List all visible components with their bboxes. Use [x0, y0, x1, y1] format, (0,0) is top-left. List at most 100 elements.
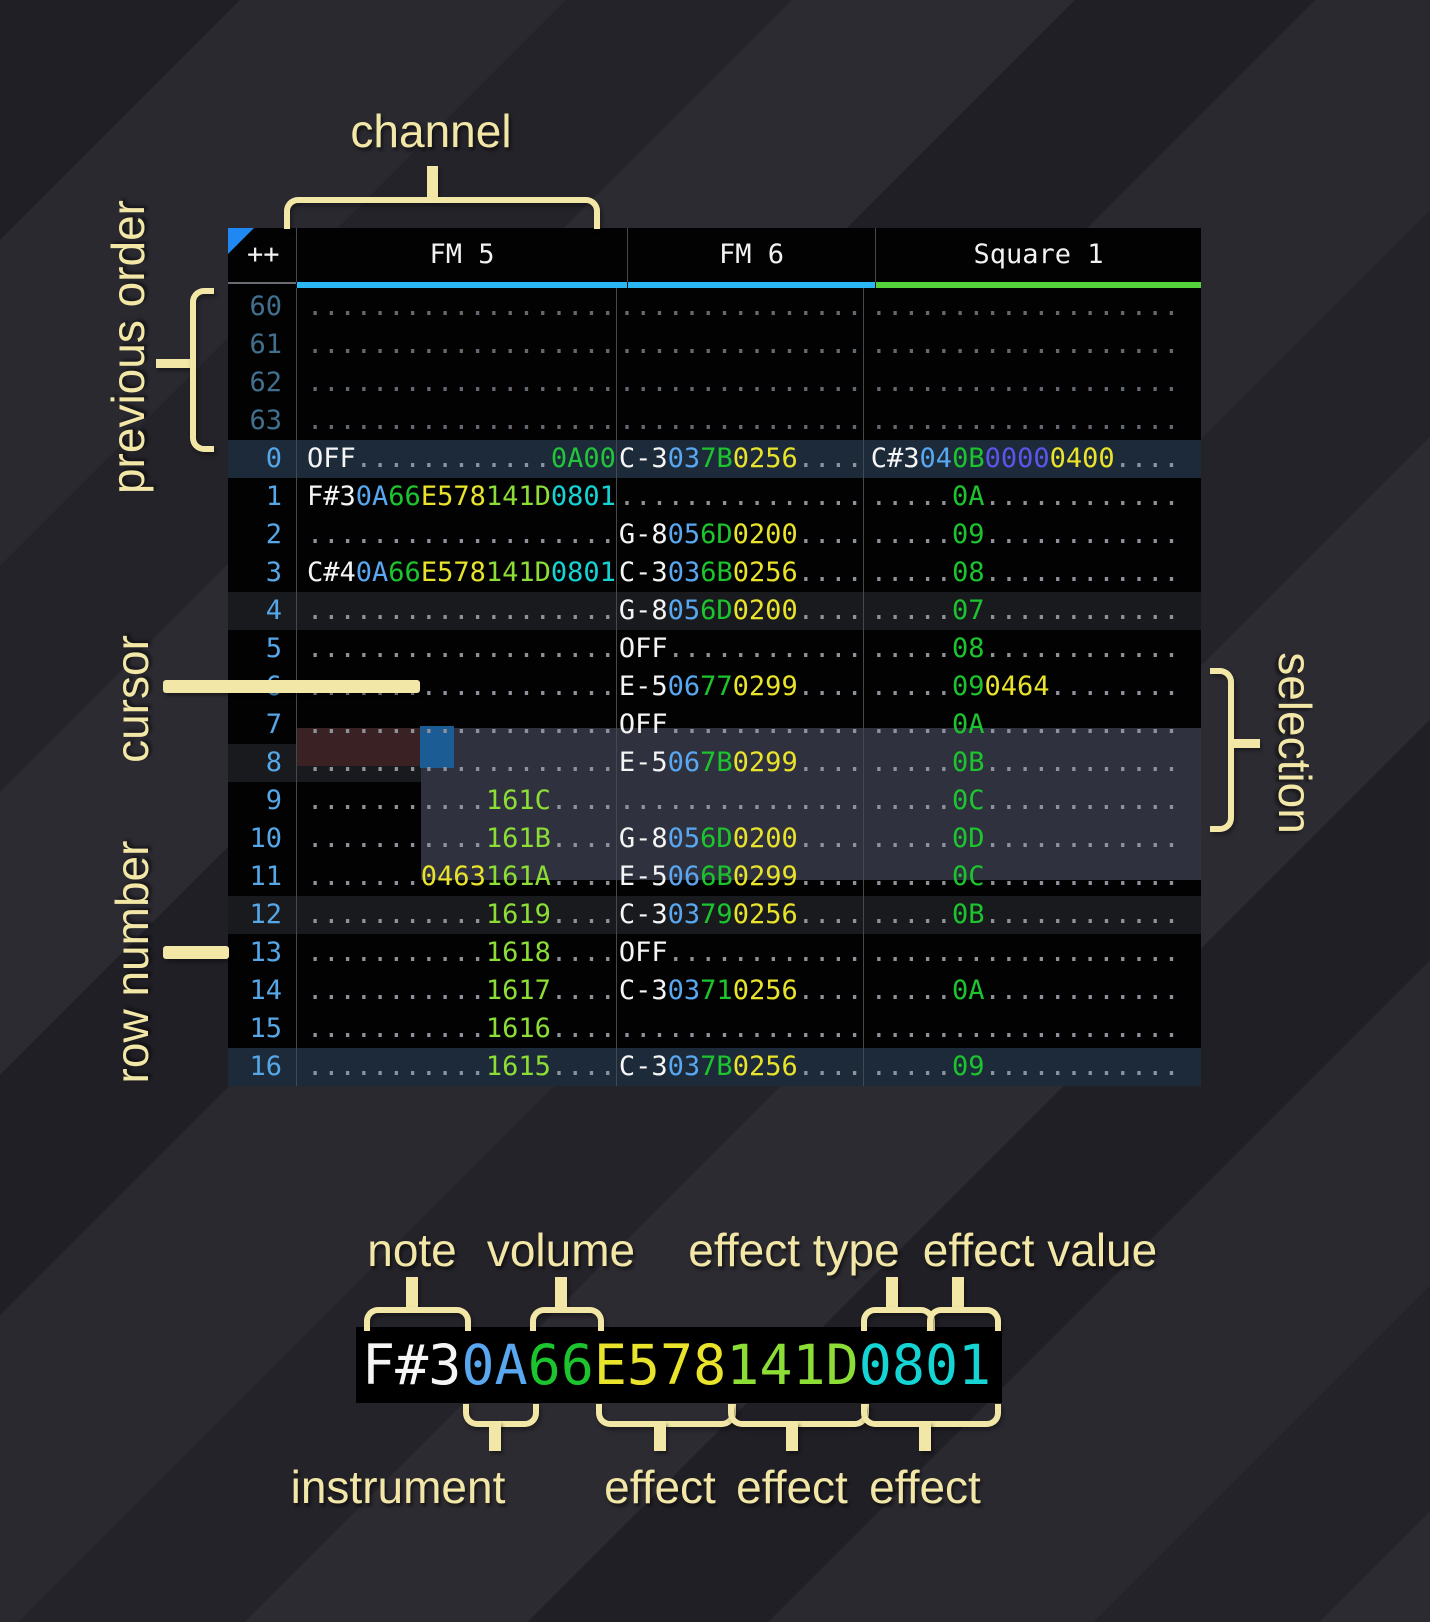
pattern-cell-fm5-row0[interactable]: OFF............0A00: [296, 440, 616, 478]
pattern-cell-fm6-row15[interactable]: ...............: [615, 1010, 863, 1048]
pattern-cell-fm5-row11[interactable]: .......0463161A....: [296, 858, 616, 896]
pattern-cell-sq-row1[interactable]: .....0A............: [862, 478, 1180, 516]
pattern-cell-fm5-row5[interactable]: ...................: [296, 630, 616, 668]
row-number-62: 62: [249, 367, 282, 398]
pattern-cell-fm6-row60[interactable]: ...............: [615, 288, 863, 326]
pattern-field: 0256: [732, 1051, 798, 1082]
pattern-cell-fm5-row13[interactable]: ...........1618....: [296, 934, 616, 972]
pattern-cell-fm6-row10[interactable]: G-8056D0200....: [615, 820, 863, 858]
pattern-cell-fm6-row8[interactable]: E-5067B0299....: [615, 744, 863, 782]
order-corner-button[interactable]: ++: [228, 228, 296, 282]
pattern-cell-fm6-row61[interactable]: ...............: [615, 326, 863, 364]
pattern-cell-fm5-row7[interactable]: ...................: [296, 706, 616, 744]
channel-header-square-1[interactable]: Square 1: [875, 228, 1201, 282]
pattern-field: ....: [797, 861, 863, 892]
row-number-5: 5: [265, 633, 282, 664]
pattern-field: ...................: [870, 1013, 1180, 1044]
pattern-cell-sq-row5[interactable]: .....08............: [862, 630, 1180, 668]
pattern-field: F#3: [307, 481, 356, 512]
pattern-cell-fm6-row62[interactable]: ...............: [615, 364, 863, 402]
pattern-field: ...............: [618, 291, 863, 322]
pattern-cell-fm6-row7[interactable]: OFF............: [615, 706, 863, 744]
pattern-cell-sq-row9[interactable]: .....0C............: [862, 782, 1180, 820]
pattern-cell-sq-row4[interactable]: .....07............: [862, 592, 1180, 630]
pattern-cell-fm6-row6[interactable]: E-506770299....: [615, 668, 863, 706]
pattern-cell-sq-row10[interactable]: .....0D............: [862, 820, 1180, 858]
pattern-cell-fm5-row61[interactable]: ...................: [296, 326, 616, 364]
pattern-row-2: 2................... G-8056D0200.........…: [228, 516, 1201, 554]
pattern-cell-fm6-row3[interactable]: C-3036B0256....: [615, 554, 863, 592]
pattern-cell-fm5-row16[interactable]: ...........1615....: [296, 1048, 616, 1086]
pattern-cell-fm5-row62[interactable]: ...................: [296, 364, 616, 402]
pattern-cell-sq-row6[interactable]: .....090464........: [862, 668, 1180, 706]
pattern-cell-fm5-row15[interactable]: ...........1616....: [296, 1010, 616, 1048]
pattern-cell-sq-row3[interactable]: .....08............: [862, 554, 1180, 592]
pattern-cell-fm5-row60[interactable]: ...................: [296, 288, 616, 326]
pattern-cell-fm6-row1[interactable]: ...............: [615, 478, 863, 516]
pattern-cell-sq-row61[interactable]: ...................: [862, 326, 1180, 364]
pattern-cell-fm5-row63[interactable]: ...................: [296, 402, 616, 440]
pattern-cell-sq-row12[interactable]: .....0B............: [862, 896, 1180, 934]
pattern-cell-fm5-row1[interactable]: F#30A66E578141D0801: [296, 478, 616, 516]
pattern-field: G-8: [618, 519, 668, 550]
pattern-cell-sq-row11[interactable]: .....0C............: [862, 858, 1180, 896]
pattern-cell-fm5-row8[interactable]: ...................: [296, 744, 616, 782]
pattern-cell-fm5-row10[interactable]: ...........161B....: [296, 820, 616, 858]
pattern-field: C-3: [618, 1051, 668, 1082]
pattern-cell-sq-row2[interactable]: .....09............: [862, 516, 1180, 554]
pattern-cell-fm6-row63[interactable]: ...............: [615, 402, 863, 440]
pattern-cell-fm6-row5[interactable]: OFF............: [615, 630, 863, 668]
pattern-field: ...................: [307, 747, 616, 778]
pattern-field: .....: [870, 633, 952, 664]
pattern-cell-fm6-row0[interactable]: C-3037B0256....: [615, 440, 863, 478]
cursor-row-highlight: [296, 728, 421, 766]
pattern-field: E578: [420, 481, 486, 512]
pattern-cell-fm6-row12[interactable]: C-303790256....: [615, 896, 863, 934]
pattern-field: 09: [952, 1051, 985, 1082]
pattern-cell-sq-row62[interactable]: ...................: [862, 364, 1180, 402]
pattern-field: 77: [700, 671, 733, 702]
effect2-bracket: [728, 1404, 869, 1427]
pattern-cell-sq-row0[interactable]: C#3040B00000400....: [862, 440, 1180, 478]
pattern-cell-fm6-row11[interactable]: E-5066B0299....: [615, 858, 863, 896]
pattern-field: .....: [870, 1051, 953, 1082]
pattern-field: E-5: [618, 861, 668, 892]
pattern-cell-fm6-row4[interactable]: G-8056D0200....: [615, 592, 863, 630]
pattern-cell-fm6-row14[interactable]: C-303710256....: [615, 972, 863, 1010]
pattern-cell-fm5-row9[interactable]: ...........161C....: [296, 782, 616, 820]
pattern-field: .....: [870, 519, 953, 550]
pattern-field: 7B: [700, 443, 733, 474]
pattern-cell-fm6-row13[interactable]: OFF............: [615, 934, 863, 972]
pattern-cell-sq-row16[interactable]: .....09............: [862, 1048, 1180, 1086]
pattern-row-8: 8................... E-5067B0299.........…: [228, 744, 1201, 782]
pattern-cursor[interactable]: [420, 726, 454, 768]
pattern-cell-fm6-row16[interactable]: C-3037B0256....: [615, 1048, 863, 1086]
channel-header-fm-6[interactable]: FM 6: [627, 228, 875, 282]
channel-underline-1: [296, 282, 627, 288]
effect1-stem: [654, 1421, 666, 1451]
pattern-row-11: 11 .......0463161A.... E-5066B0299........…: [228, 858, 1201, 896]
pattern-cell-fm5-row2[interactable]: ...................: [296, 516, 616, 554]
pattern-cell-sq-row13[interactable]: ...................: [862, 934, 1180, 972]
pattern-field: ............: [984, 899, 1180, 930]
pattern-cell-sq-row14[interactable]: .....0A............: [862, 972, 1180, 1010]
pattern-field: ............: [667, 633, 863, 664]
pattern-cell-fm6-row2[interactable]: G-8056D0200....: [615, 516, 863, 554]
pattern-cell-sq-row63[interactable]: ...................: [862, 402, 1180, 440]
effect1-bracket: [596, 1404, 736, 1427]
row-number-13: 13: [249, 937, 282, 968]
pattern-cell-fm5-row3[interactable]: C#40A66E578141D0801: [296, 554, 616, 592]
pattern-cell-fm5-row12[interactable]: ...........1619....: [296, 896, 616, 934]
pattern-cell-sq-row7[interactable]: .....0A............: [862, 706, 1180, 744]
channel-header-fm-5[interactable]: FM 5: [296, 228, 627, 282]
pattern-field: ...................: [870, 937, 1180, 968]
pattern-cell-sq-row8[interactable]: .....0B............: [862, 744, 1180, 782]
pattern-field: 0A: [952, 481, 985, 512]
pattern-field: 0801: [550, 557, 616, 588]
pattern-field: 0C: [952, 861, 985, 892]
pattern-cell-sq-row60[interactable]: ...................: [862, 288, 1180, 326]
pattern-cell-fm5-row4[interactable]: ...................: [296, 592, 616, 630]
pattern-cell-sq-row15[interactable]: ...................: [862, 1010, 1180, 1048]
pattern-cell-fm5-row14[interactable]: ...........1617....: [296, 972, 616, 1010]
pattern-cell-fm6-row9[interactable]: ...............: [615, 782, 863, 820]
